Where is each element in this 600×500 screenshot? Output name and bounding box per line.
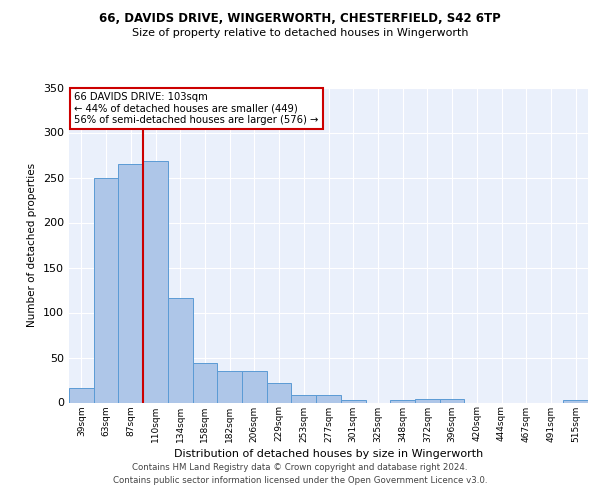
Text: 66, DAVIDS DRIVE, WINGERWORTH, CHESTERFIELD, S42 6TP: 66, DAVIDS DRIVE, WINGERWORTH, CHESTERFI… xyxy=(99,12,501,26)
Bar xyxy=(242,371,267,402)
Bar xyxy=(168,298,193,403)
Bar xyxy=(217,371,242,402)
Bar xyxy=(94,178,118,402)
Text: Size of property relative to detached houses in Wingerworth: Size of property relative to detached ho… xyxy=(132,28,468,38)
Bar xyxy=(193,363,217,403)
Bar xyxy=(118,164,143,402)
Bar xyxy=(267,382,292,402)
Bar xyxy=(292,396,316,402)
Text: 66 DAVIDS DRIVE: 103sqm
← 44% of detached houses are smaller (449)
56% of semi-d: 66 DAVIDS DRIVE: 103sqm ← 44% of detache… xyxy=(74,92,319,126)
X-axis label: Distribution of detached houses by size in Wingerworth: Distribution of detached houses by size … xyxy=(174,448,483,458)
Bar xyxy=(563,400,588,402)
Bar xyxy=(341,400,365,402)
Y-axis label: Number of detached properties: Number of detached properties xyxy=(28,163,37,327)
Bar xyxy=(316,396,341,402)
Text: Contains public sector information licensed under the Open Government Licence v3: Contains public sector information licen… xyxy=(113,476,487,485)
Bar xyxy=(440,399,464,402)
Bar xyxy=(143,162,168,402)
Bar xyxy=(390,400,415,402)
Bar xyxy=(415,399,440,402)
Bar xyxy=(69,388,94,402)
Text: Contains HM Land Registry data © Crown copyright and database right 2024.: Contains HM Land Registry data © Crown c… xyxy=(132,462,468,471)
